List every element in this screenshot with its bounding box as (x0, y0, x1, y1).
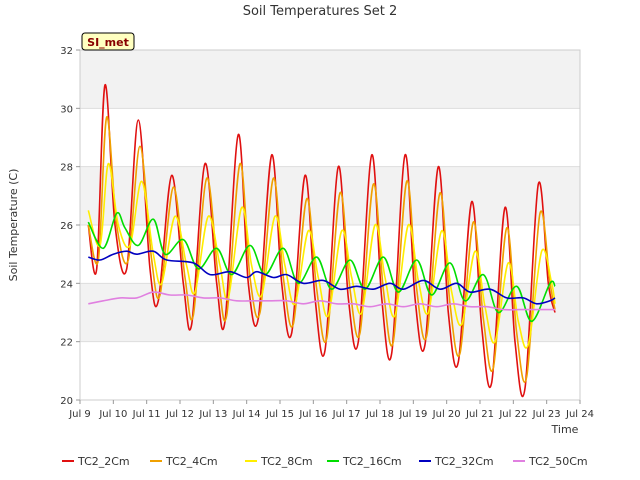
band (80, 341, 580, 400)
y-tick-label: 32 (60, 46, 73, 57)
y-axis-ticks: 20 22 24 26 28 30 32 (60, 46, 80, 407)
y-axis-label: Soil Temperature (C) (7, 169, 20, 282)
x-axis-ticks: Jul 9 Jul 10 Jul 11 Jul 12 Jul 13 Jul 14 Jul 1… (68, 400, 594, 420)
band (80, 166, 580, 225)
y-tick-label: 28 (60, 163, 73, 174)
x-tick-label: Jul 14 (232, 409, 261, 420)
x-tick-label: Jul 13 (198, 409, 227, 420)
series-line-tc2-50cm (88, 291, 555, 311)
band (80, 108, 580, 167)
x-tick-label: Jul 10 (98, 409, 127, 420)
y-tick-label: 26 (60, 221, 73, 232)
legend-label: TC2_16Cm (342, 455, 402, 468)
x-tick-label: Jul 24 (565, 409, 594, 420)
y-tick-label: 24 (60, 279, 73, 290)
x-tick-label: Jul 22 (498, 409, 527, 420)
x-tick-label: Jul 19 (398, 409, 427, 420)
series-lines (87, 84, 556, 398)
legend-label: TC2_8Cm (260, 455, 313, 468)
station-badge-label: SI_met (87, 36, 129, 49)
legend: TC2_2Cm TC2_4Cm TC2_8Cm TC2_16Cm TC2_32Cm TC2… (62, 455, 588, 468)
x-tick-label: Jul 16 (298, 409, 327, 420)
x-tick-label: Jul 11 (132, 409, 161, 420)
x-tick-label: Jul 17 (332, 409, 361, 420)
x-tick-label: Jul 15 (265, 409, 294, 420)
series-line-tc2-8cm (87, 162, 556, 349)
legend-label: TC2_4Cm (165, 455, 218, 468)
station-badge: SI_met (81, 32, 135, 51)
band (80, 50, 580, 109)
x-tick-label: Jul 9 (68, 409, 91, 420)
x-tick-label: Jul 23 (532, 409, 561, 420)
legend-label: TC2_2Cm (77, 455, 130, 468)
legend-label: TC2_32Cm (434, 455, 494, 468)
legend-label: TC2_50Cm (528, 455, 588, 468)
series-line-tc2-32cm (88, 250, 556, 305)
y-tick-label: 30 (60, 104, 73, 115)
x-axis-label: Time (551, 423, 579, 436)
series-line-tc2-16cm (87, 211, 556, 323)
y-tick-label: 22 (60, 338, 73, 349)
x-tick-label: Jul 21 (465, 409, 494, 420)
series-line-tc2-4cm (87, 116, 556, 383)
series-line-tc2-2cm (87, 84, 556, 398)
x-tick-label: Jul 18 (365, 409, 394, 420)
x-tick-label: Jul 20 (432, 409, 461, 420)
x-tick-label: Jul 12 (165, 409, 194, 420)
chart-title: Soil Temperatures Set 2 (243, 4, 398, 19)
y-tick-label: 20 (60, 396, 73, 407)
